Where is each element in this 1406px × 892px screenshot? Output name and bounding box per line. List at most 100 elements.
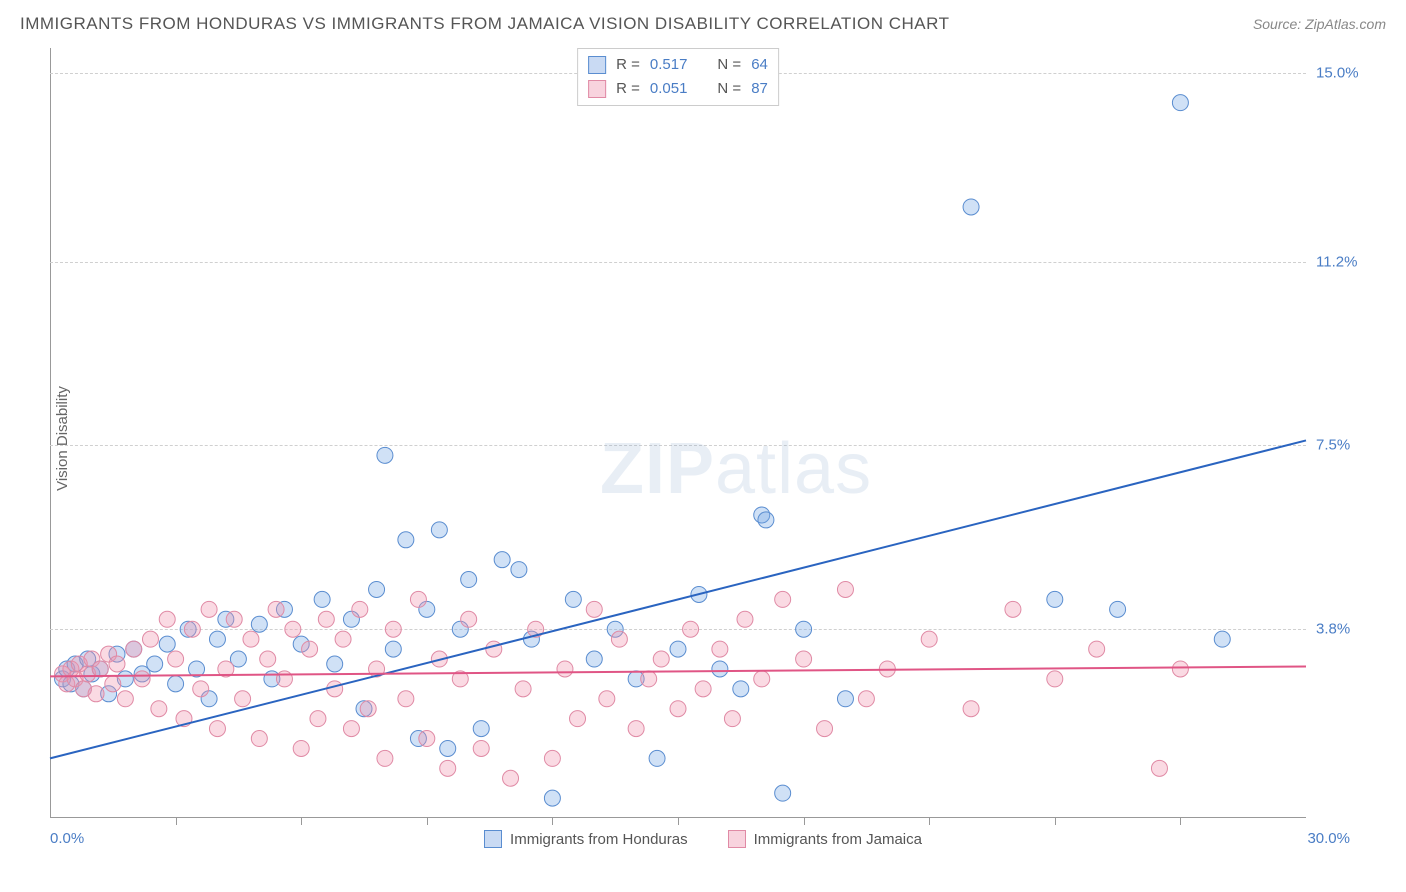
data-point [473, 721, 489, 737]
data-point [1151, 760, 1167, 776]
data-point [570, 711, 586, 727]
data-point [599, 691, 615, 707]
x-tick [804, 818, 805, 825]
data-point [226, 611, 242, 627]
data-point [251, 731, 267, 747]
series-legend: Immigrants from Honduras Immigrants from… [0, 830, 1406, 848]
data-point [92, 661, 108, 677]
data-point [737, 611, 753, 627]
data-point [473, 740, 489, 756]
data-point [461, 611, 477, 627]
data-point [314, 591, 330, 607]
data-point [159, 636, 175, 652]
y-tick-label: 7.5% [1316, 437, 1350, 454]
data-point [775, 785, 791, 801]
data-point [1172, 661, 1188, 677]
source-attribution: Source: ZipAtlas.com [1253, 16, 1386, 32]
data-point [109, 656, 125, 672]
data-point [1089, 641, 1105, 657]
data-point [796, 651, 812, 667]
data-point [235, 691, 251, 707]
data-point [360, 701, 376, 717]
data-point [586, 651, 602, 667]
x-tick [678, 818, 679, 825]
data-point [712, 661, 728, 677]
data-point [377, 447, 393, 463]
x-tick [427, 818, 428, 825]
data-point [88, 686, 104, 702]
data-point [293, 740, 309, 756]
data-point [327, 681, 343, 697]
data-point [557, 661, 573, 677]
data-point [352, 601, 368, 617]
x-tick [1055, 818, 1056, 825]
data-point [335, 631, 351, 647]
data-point [168, 676, 184, 692]
data-point [285, 621, 301, 637]
data-point [431, 522, 447, 538]
data-point [377, 750, 393, 766]
swatch-blue-icon [484, 830, 502, 848]
data-point [1047, 671, 1063, 687]
data-point [251, 616, 267, 632]
plot-area: ZIPatlas R = 0.517 N = 64 R = 0.051 N = … [50, 48, 1306, 818]
data-point [649, 750, 665, 766]
legend-item-honduras: Immigrants from Honduras [484, 830, 688, 848]
data-point [410, 591, 426, 607]
data-point [142, 631, 158, 647]
data-point [695, 681, 711, 697]
data-point [963, 199, 979, 215]
data-point [796, 621, 812, 637]
data-point [754, 671, 770, 687]
data-point [653, 651, 669, 667]
data-point [159, 611, 175, 627]
data-point [105, 676, 121, 692]
data-point [503, 770, 519, 786]
data-point [544, 750, 560, 766]
data-point [385, 621, 401, 637]
data-point [327, 656, 343, 672]
trend-line [50, 666, 1306, 676]
data-point [1214, 631, 1230, 647]
legend-row-honduras: R = 0.517 N = 64 [588, 53, 768, 77]
data-point [268, 601, 284, 617]
data-point [486, 641, 502, 657]
data-point [817, 721, 833, 737]
legend-item-jamaica: Immigrants from Jamaica [728, 830, 922, 848]
swatch-blue-icon [588, 56, 606, 74]
x-tick [552, 818, 553, 825]
data-point [921, 631, 937, 647]
data-point [276, 671, 292, 687]
correlation-legend: R = 0.517 N = 64 R = 0.051 N = 87 [577, 48, 779, 106]
data-point [243, 631, 259, 647]
x-tick [1180, 818, 1181, 825]
data-point [963, 701, 979, 717]
data-point [515, 681, 531, 697]
data-point [670, 641, 686, 657]
data-point [343, 721, 359, 737]
data-point [494, 552, 510, 568]
data-point [837, 581, 853, 597]
y-tick-label: 11.2% [1316, 253, 1357, 270]
data-point [1005, 601, 1021, 617]
y-tick-label: 3.8% [1316, 621, 1350, 638]
data-point [369, 581, 385, 597]
data-point [398, 532, 414, 548]
legend-row-jamaica: R = 0.051 N = 87 [588, 77, 768, 101]
swatch-pink-icon [728, 830, 746, 848]
data-point [134, 671, 150, 687]
data-point [775, 591, 791, 607]
data-point [385, 641, 401, 657]
data-point [1110, 601, 1126, 617]
data-point [565, 591, 581, 607]
data-point [733, 681, 749, 697]
data-point [440, 760, 456, 776]
swatch-pink-icon [588, 80, 606, 98]
data-point [419, 731, 435, 747]
data-point [302, 641, 318, 657]
data-point [858, 691, 874, 707]
data-point [310, 711, 326, 727]
data-point [758, 512, 774, 528]
data-point [611, 631, 627, 647]
y-tick-label: 15.0% [1316, 64, 1359, 81]
